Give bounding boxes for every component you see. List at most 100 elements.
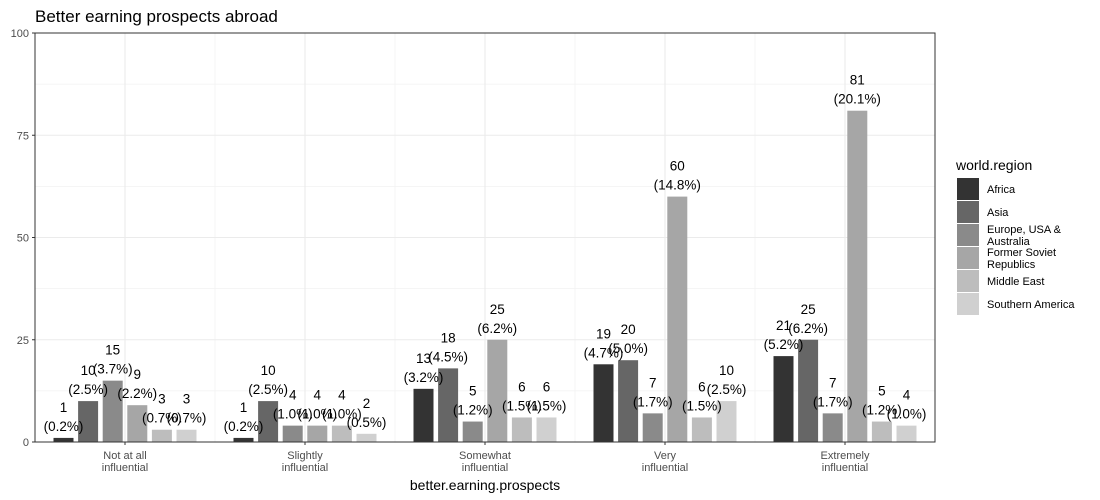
bar [233,437,254,442]
data-label-count: 7 [829,375,837,390]
data-label-percent: (6.2%) [477,321,517,336]
bar [487,339,508,442]
data-label-count: 2 [363,396,371,411]
data-label-count: 4 [903,388,911,403]
data-label-count: 1 [60,400,68,415]
x-axis: Not at allinfluentialSlightlyinfluential… [102,442,870,474]
x-tick-label: Extremely [821,450,870,462]
bar [258,401,279,442]
data-label-percent: (1.2%) [453,403,493,418]
bar [53,437,74,442]
data-label-percent: (1.0%) [887,407,927,422]
data-label-percent: (14.8%) [654,178,701,193]
y-tick-label: 100 [11,28,29,40]
y-tick-label: 0 [23,437,29,449]
bar [438,368,459,442]
legend-key [957,224,979,246]
data-label-percent: (1.0%) [297,407,337,422]
bar [593,364,614,442]
legend-key [957,270,979,292]
data-label-percent: (3.7%) [93,362,133,377]
bar [773,356,794,442]
bar [798,339,819,442]
x-tick-label: Very [654,450,677,462]
data-label-percent: (2.5%) [707,382,747,397]
data-label-percent: (1.7%) [813,394,853,409]
legend-label: Middle East [987,276,1044,288]
data-label-count: 4 [289,388,297,403]
x-tick-label: influential [462,462,508,474]
y-axis: 0 25 50 75 100 [11,28,35,449]
data-label-count: 6 [698,379,706,394]
data-label-percent: (0.5%) [347,415,387,430]
data-label-percent: (5.0%) [608,341,648,356]
data-label-count: 25 [801,302,816,317]
data-label-percent: (1.0%) [273,407,313,422]
data-label-count: 3 [158,392,166,407]
data-label-percent: (20.1%) [834,92,881,107]
legend-label: Europe, USA & [987,224,1062,236]
bar [356,433,377,442]
data-label-count: 19 [596,326,611,341]
bar [691,417,712,442]
data-label-count: 7 [649,375,657,390]
bar [176,429,197,442]
legend-label: Former Soviet [987,247,1056,259]
x-axis-title: better.earning.prospects [410,477,560,493]
x-tick-label: influential [102,462,148,474]
data-label-percent: (5.2%) [764,337,804,352]
data-label-count: 6 [543,379,551,394]
data-labels: 1 (0.2%) 1 (0.2%) 13 (3.2%) 19 (4.7%) 21 (5.2%) 10… [44,73,927,434]
bar [667,196,688,442]
data-label-count: 5 [469,384,477,399]
bar [716,401,737,442]
legend-key [957,247,979,269]
y-tick-label: 25 [17,335,29,347]
data-label-count: 13 [416,351,431,366]
data-label-count: 21 [776,318,791,333]
legend-label: Africa [987,184,1016,196]
legend-key [957,293,979,315]
bar [822,413,843,442]
bar [642,413,663,442]
x-tick-label: Somewhat [459,450,511,462]
bar [307,425,328,442]
data-label-percent: (1.7%) [633,394,673,409]
bar [127,405,148,442]
data-label-percent: (2.5%) [248,382,288,397]
bar [102,380,123,442]
x-tick-label: influential [822,462,868,474]
x-tick-label: Not at all [103,450,146,462]
bar [896,425,917,442]
data-label-percent: (4.7%) [584,345,624,360]
data-label-count: 1 [240,400,248,415]
y-tick-label: 75 [17,130,29,142]
data-label-percent: (1.5%) [502,398,542,413]
data-label-percent: (0.2%) [224,419,264,434]
bar [282,425,303,442]
legend-key [957,201,979,223]
data-label-count: 15 [105,343,120,358]
data-label-count: 10 [81,363,96,378]
bar [511,417,532,442]
bar [78,401,99,442]
data-label-percent: (6.2%) [788,321,828,336]
bar [151,429,172,442]
data-label-count: 20 [621,322,636,337]
chart-title: Better earning prospects abroad [35,7,278,26]
data-label-percent: (1.5%) [682,398,722,413]
data-label-percent: (0.2%) [44,419,84,434]
data-label-percent: (4.5%) [428,349,468,364]
data-label-count: 4 [338,388,346,403]
x-tick-label: influential [642,462,688,474]
data-label-count: 10 [719,363,734,378]
legend-label: Asia [987,207,1009,219]
data-label-percent: (1.2%) [862,403,902,418]
data-label-count: 81 [850,73,865,88]
bar [462,421,483,442]
data-label-percent: (2.5%) [68,382,108,397]
legend-key [957,178,979,200]
bar [847,110,868,443]
